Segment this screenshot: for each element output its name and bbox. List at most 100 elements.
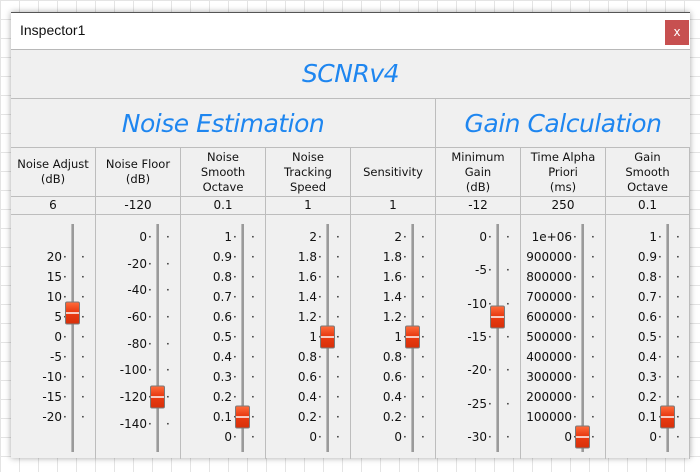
tick-label: 0.6 <box>637 310 657 324</box>
tick-mark: · <box>573 350 577 364</box>
tick-label: 0.1 <box>637 410 657 424</box>
tick-mark: · <box>251 430 255 444</box>
slider-sensitivity[interactable]: 2··1.8··1.6··1.4··1.2··1··0.8··0.6··0.4·… <box>351 215 436 459</box>
tick-mark: · <box>506 396 510 411</box>
label-cell-noise-floor-db: Noise Floor (dB) <box>96 148 181 196</box>
tick-mark: · <box>81 370 85 384</box>
tick-mark: · <box>658 350 662 364</box>
tick-label: 0 <box>649 430 657 444</box>
tick-mark: · <box>403 390 407 404</box>
tick-mark: · <box>318 290 322 304</box>
tick-mark: · <box>573 290 577 304</box>
tick-mark: · <box>318 250 322 264</box>
tick-mark: · <box>233 330 237 344</box>
plugin-title: SCNRv4 <box>11 50 690 99</box>
slider-thumb[interactable] <box>490 305 505 329</box>
tick-mark: · <box>421 250 425 264</box>
slider-noise-tracking-speed[interactable]: 2··1.8··1.6··1.4··1.2··1··0.8··0.6··0.4·… <box>266 215 351 459</box>
slider-thumb[interactable] <box>235 405 250 429</box>
tick-label: -60 <box>127 310 147 324</box>
tick-label: -5 <box>475 263 487 278</box>
tick-mark: · <box>81 250 85 264</box>
value-readout-noise-floor-db[interactable]: -120 <box>96 197 181 214</box>
slider-thumb[interactable] <box>575 425 590 449</box>
slider-noise-smooth-octave[interactable]: 1 · · 0.9 · · 0.8 · · 0.7 · · 0.6 · · 0.5 · · 0.4 · · 0.3 · · 0.… <box>181 215 266 459</box>
tick-label: 0.9 <box>212 250 232 264</box>
tick-mark: · <box>336 230 340 244</box>
value-readout-minimum-gain-db[interactable]: -12 <box>436 197 521 214</box>
value-readout-noise-tracking-speed[interactable]: 1 <box>266 197 351 214</box>
tick-label: 0 <box>479 230 487 244</box>
tick-mark: · <box>676 390 680 404</box>
slider-track[interactable] <box>496 224 499 452</box>
tick-mark: · <box>81 310 85 324</box>
tick-mark: · <box>63 330 67 344</box>
tick-mark: · <box>573 230 577 244</box>
tick-label: 0 <box>564 430 572 444</box>
tick-mark: · <box>591 230 595 244</box>
value-readout-noise-adjust-db[interactable]: 6 <box>11 197 96 214</box>
tick-label: 0.8 <box>382 350 402 364</box>
slider-track[interactable] <box>581 224 584 452</box>
tick-mark: · <box>63 250 67 264</box>
tick-mark: · <box>148 416 152 431</box>
slider-gain-smooth-octave[interactable]: 1 · · 0.9 · · 0.8 · · 0.7 · · 0.6 · · 0.5 · · 0.4 · · 0.3 · · 0.… <box>606 215 690 459</box>
tick-label: 400000 <box>526 350 572 364</box>
tick-mark: · <box>251 230 255 244</box>
slider-track[interactable] <box>666 224 669 452</box>
tick-label: 10 <box>46 290 62 304</box>
tick-mark: · <box>421 390 425 404</box>
tick-mark: · <box>336 390 340 404</box>
tick-mark: · <box>336 310 340 324</box>
value-readout-gain-smooth-octave[interactable]: 0.1 <box>606 197 690 214</box>
tick-mark: · <box>676 350 680 364</box>
tick-label: 0 <box>309 430 317 444</box>
label-cell-noise-smooth-octave: Noise Smooth Octave <box>181 148 266 196</box>
tick-mark: · <box>591 390 595 404</box>
slider-thumb[interactable] <box>660 405 675 429</box>
tick-label: -5 <box>50 350 62 364</box>
tick-mark: · <box>403 330 407 344</box>
tick-mark: · <box>421 350 425 364</box>
close-button[interactable]: x <box>665 20 689 45</box>
slider-thumb[interactable] <box>65 301 80 325</box>
slider-track[interactable] <box>156 224 159 452</box>
slider-thumb[interactable] <box>150 385 165 409</box>
tick-mark: · <box>233 370 237 384</box>
tick-mark: · <box>63 370 67 384</box>
slider-minimum-gain-db[interactable]: 0 · · -5 · · -10 · · -15 · · -20 · · -25 · · -30 · · <box>436 215 521 459</box>
tick-label: 0.2 <box>382 410 402 424</box>
tick-mark: · <box>63 310 67 324</box>
control-label: Gain Smooth Octave <box>625 149 670 194</box>
value-readout-sensitivity[interactable]: 1 <box>351 197 436 214</box>
slider-noise-floor-db[interactable]: 0··-20··-40··-60··-80··-100··-120··-140·… <box>96 215 181 459</box>
tick-mark: · <box>318 370 322 384</box>
tick-mark: · <box>166 256 170 271</box>
tick-mark: · <box>421 310 425 324</box>
tick-label: 200000 <box>526 390 572 404</box>
tick-mark: · <box>336 250 340 264</box>
slider-noise-adjust-db[interactable]: 20··15··10··5··0··-5··-10··-15··-20·· <box>11 215 96 459</box>
slider-row: 20··15··10··5··0··-5··-10··-15··-20··0··… <box>11 215 690 459</box>
tick-mark: · <box>166 336 170 351</box>
slider-time-alpha-priori-ms[interactable]: 1e+06 · · 900000 · · 800000 · · 700000 · · 600000 · · 5… <box>521 215 606 459</box>
tick-mark: · <box>318 350 322 364</box>
label-cell-gain-smooth-octave: Gain Smooth Octave <box>606 148 690 196</box>
slider-track[interactable] <box>241 224 244 452</box>
value-readout-noise-smooth-octave[interactable]: 0.1 <box>181 197 266 214</box>
slider-track[interactable] <box>71 224 74 452</box>
tick-mark: · <box>81 330 85 344</box>
tick-mark: · <box>251 310 255 324</box>
tick-mark: · <box>148 283 152 298</box>
slider-thumb[interactable] <box>405 325 420 349</box>
tick-mark: · <box>591 290 595 304</box>
tick-mark: · <box>676 310 680 324</box>
tick-label: 1.6 <box>297 270 317 284</box>
title-bar[interactable]: Inspector1 x <box>11 13 690 50</box>
tick-mark: · <box>233 290 237 304</box>
tick-label: 0.8 <box>297 350 317 364</box>
slider-thumb[interactable] <box>320 325 335 349</box>
tick-mark: · <box>63 270 67 284</box>
control-label: Minimum Gain (dB) <box>451 149 505 194</box>
value-readout-time-alpha-priori-ms[interactable]: 250 <box>521 197 606 214</box>
